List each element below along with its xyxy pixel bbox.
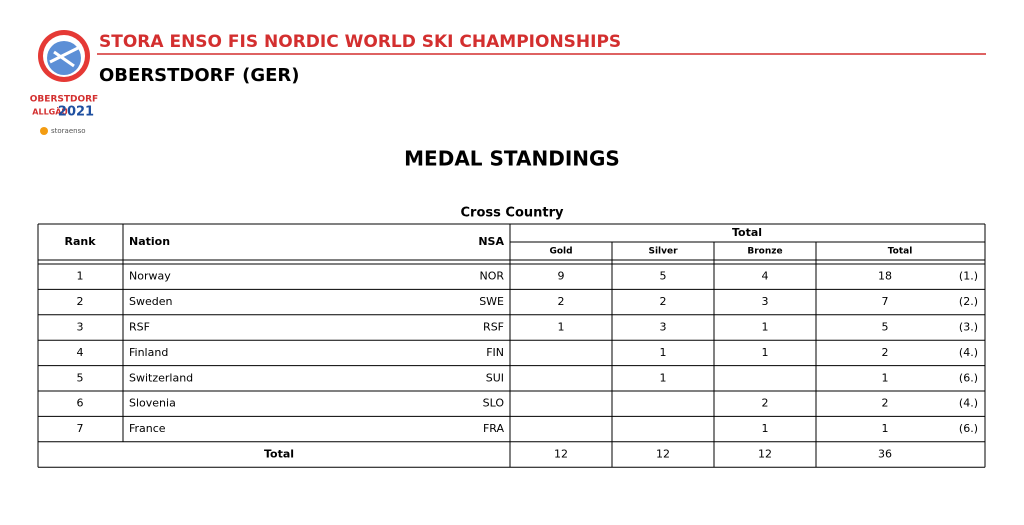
total: 18 bbox=[878, 270, 892, 283]
total: 7 bbox=[882, 295, 889, 308]
rank: 4 bbox=[77, 346, 84, 359]
column-header: NSA bbox=[478, 235, 504, 248]
rank: 3 bbox=[77, 321, 84, 334]
column-header: Nation bbox=[129, 235, 170, 248]
total-label: Total bbox=[264, 448, 294, 461]
nation: Slovenia bbox=[129, 397, 176, 410]
bronze: 1 bbox=[762, 346, 769, 359]
nation: RSF bbox=[129, 321, 150, 334]
total: 2 bbox=[882, 397, 889, 410]
place: (6.) bbox=[959, 422, 978, 435]
logo-text: ALLGÄU bbox=[32, 107, 67, 117]
place: (1.) bbox=[959, 270, 978, 283]
sponsor: storaenso bbox=[51, 127, 86, 135]
rank: 6 bbox=[77, 397, 84, 410]
bronze: 1 bbox=[762, 422, 769, 435]
nsa: RSF bbox=[483, 321, 504, 334]
column-header: Gold bbox=[549, 247, 572, 257]
place: (6.) bbox=[959, 371, 978, 384]
nation: France bbox=[129, 422, 166, 435]
logo: OBERSTDORF ALLGÄU 2021 storaenso bbox=[30, 30, 98, 135]
bronze: 3 bbox=[762, 295, 769, 308]
subtitle: OBERSTDORF (GER) bbox=[99, 65, 299, 86]
nation: Switzerland bbox=[129, 371, 193, 384]
bronze: 2 bbox=[762, 397, 769, 410]
total-bronze: 12 bbox=[758, 448, 772, 461]
nsa: FIN bbox=[486, 346, 504, 359]
place: (2.) bbox=[959, 295, 978, 308]
silver: 5 bbox=[660, 270, 667, 283]
caption: Cross Country bbox=[461, 206, 564, 221]
place: (4.) bbox=[959, 346, 978, 359]
nation: Sweden bbox=[129, 295, 172, 308]
bronze: 4 bbox=[762, 270, 769, 283]
nsa: SWE bbox=[479, 295, 504, 308]
total: 1 bbox=[882, 422, 889, 435]
total-silver: 12 bbox=[656, 448, 670, 461]
column-header: Bronze bbox=[747, 247, 782, 257]
nation: Finland bbox=[129, 346, 168, 359]
nsa: SUI bbox=[486, 371, 504, 384]
nsa: SLO bbox=[483, 397, 505, 410]
gold: 9 bbox=[558, 270, 565, 283]
column-header: Total bbox=[888, 247, 913, 257]
place: (3.) bbox=[959, 321, 978, 334]
total-total: 36 bbox=[878, 448, 892, 461]
rank: 1 bbox=[77, 270, 84, 283]
rank: 5 bbox=[77, 371, 84, 384]
total: 1 bbox=[882, 371, 889, 384]
logo-skier bbox=[49, 46, 79, 68]
nsa: NOR bbox=[479, 270, 504, 283]
nation: Norway bbox=[129, 270, 171, 283]
logo-year: 2021 bbox=[58, 105, 94, 120]
silver: 1 bbox=[660, 346, 667, 359]
column-header: Silver bbox=[648, 247, 678, 257]
heading: MEDAL STANDINGS bbox=[404, 147, 620, 171]
title: STORA ENSO FIS NORDIC WORLD SKI CHAMPION… bbox=[99, 32, 621, 52]
gold: 1 bbox=[558, 321, 565, 334]
column-header: Rank bbox=[64, 235, 96, 248]
rank: 7 bbox=[77, 422, 84, 435]
rank: 2 bbox=[77, 295, 84, 308]
nsa: FRA bbox=[483, 422, 505, 435]
silver: 1 bbox=[660, 371, 667, 384]
silver: 2 bbox=[660, 295, 667, 308]
total: 2 bbox=[882, 346, 889, 359]
total-gold: 12 bbox=[554, 448, 568, 461]
bronze: 1 bbox=[762, 321, 769, 334]
column-header: Total bbox=[732, 226, 762, 239]
place: (4.) bbox=[959, 397, 978, 410]
sponsor-icon bbox=[40, 127, 48, 135]
total: 5 bbox=[882, 321, 889, 334]
gold: 2 bbox=[558, 295, 565, 308]
logo-text: OBERSTDORF bbox=[30, 95, 98, 105]
silver: 3 bbox=[660, 321, 667, 334]
table: Rank Nation NSA Total Gold Silver Bronze Total 1… bbox=[37, 223, 986, 468]
